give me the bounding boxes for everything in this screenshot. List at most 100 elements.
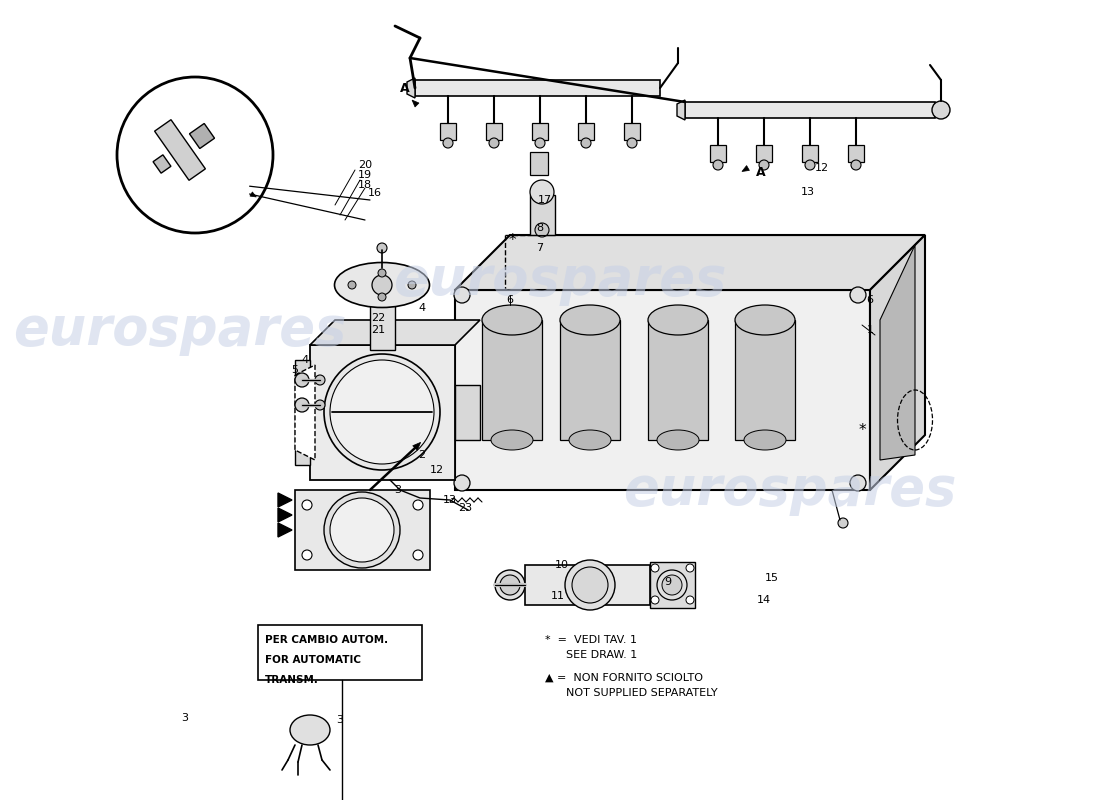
Text: TRANSM.: TRANSM.: [265, 675, 319, 685]
Circle shape: [454, 287, 470, 303]
Ellipse shape: [560, 305, 620, 335]
Polygon shape: [155, 120, 206, 180]
Text: 12: 12: [815, 163, 829, 173]
Text: 6: 6: [867, 295, 873, 305]
Text: 4: 4: [301, 355, 309, 365]
Circle shape: [851, 160, 861, 170]
Ellipse shape: [290, 715, 330, 745]
Circle shape: [535, 223, 549, 237]
Text: ▲ =  NON FORNITO SCIOLTO: ▲ = NON FORNITO SCIOLTO: [544, 673, 703, 683]
Text: 9: 9: [664, 577, 672, 587]
Polygon shape: [486, 123, 502, 140]
Circle shape: [651, 564, 659, 572]
Circle shape: [686, 596, 694, 604]
Polygon shape: [278, 523, 292, 537]
Polygon shape: [756, 145, 772, 162]
Circle shape: [324, 492, 400, 568]
Ellipse shape: [334, 262, 429, 307]
Text: 2: 2: [418, 450, 426, 460]
Circle shape: [530, 180, 554, 204]
Polygon shape: [676, 100, 685, 120]
Circle shape: [302, 500, 312, 510]
Polygon shape: [578, 123, 594, 140]
Text: 3: 3: [182, 713, 188, 723]
Circle shape: [627, 138, 637, 148]
Text: SEE DRAW. 1: SEE DRAW. 1: [544, 650, 637, 660]
Text: 1: 1: [867, 325, 873, 335]
Text: *: *: [858, 422, 866, 438]
Circle shape: [759, 160, 769, 170]
Circle shape: [315, 375, 324, 385]
Text: 13: 13: [801, 187, 815, 197]
Circle shape: [850, 475, 866, 491]
Circle shape: [378, 293, 386, 301]
Circle shape: [495, 570, 525, 600]
Text: *  =  VEDI TAV. 1: * = VEDI TAV. 1: [544, 635, 637, 645]
Polygon shape: [648, 320, 708, 440]
Polygon shape: [685, 102, 935, 118]
Polygon shape: [455, 385, 480, 440]
Text: 20: 20: [358, 160, 372, 170]
Circle shape: [662, 575, 682, 595]
Circle shape: [535, 138, 544, 148]
Polygon shape: [412, 442, 420, 450]
Text: eurospares: eurospares: [394, 254, 727, 306]
Text: eurospares: eurospares: [13, 304, 346, 356]
Text: 22: 22: [371, 313, 385, 323]
Circle shape: [850, 287, 866, 303]
Circle shape: [565, 560, 615, 610]
Circle shape: [377, 243, 387, 253]
Polygon shape: [455, 235, 925, 290]
Text: 23: 23: [458, 503, 472, 513]
Text: FOR AUTOMATIC: FOR AUTOMATIC: [265, 655, 361, 665]
Polygon shape: [880, 245, 915, 460]
Circle shape: [408, 281, 416, 289]
Polygon shape: [741, 166, 749, 171]
Polygon shape: [650, 562, 695, 608]
Polygon shape: [189, 123, 214, 149]
Text: 15: 15: [764, 573, 779, 583]
Ellipse shape: [744, 430, 786, 450]
Polygon shape: [278, 493, 292, 507]
Circle shape: [302, 550, 312, 560]
Ellipse shape: [491, 430, 534, 450]
Circle shape: [572, 567, 608, 603]
Polygon shape: [278, 508, 292, 522]
Circle shape: [315, 400, 324, 410]
Circle shape: [330, 498, 394, 562]
Circle shape: [117, 77, 273, 233]
Polygon shape: [415, 80, 660, 96]
Circle shape: [932, 101, 950, 119]
Ellipse shape: [569, 430, 611, 450]
Polygon shape: [710, 145, 726, 162]
Polygon shape: [848, 145, 864, 162]
Text: 19: 19: [358, 170, 372, 180]
Ellipse shape: [648, 305, 708, 335]
Circle shape: [581, 138, 591, 148]
Polygon shape: [525, 565, 650, 605]
Text: 7: 7: [537, 243, 543, 253]
Text: *: *: [508, 233, 516, 247]
Polygon shape: [482, 320, 542, 440]
Text: eurospares: eurospares: [624, 464, 957, 516]
Circle shape: [295, 398, 309, 412]
Circle shape: [330, 360, 434, 464]
Polygon shape: [295, 365, 315, 460]
Bar: [258, 625, 422, 680]
Polygon shape: [370, 295, 395, 350]
Ellipse shape: [735, 305, 795, 335]
Polygon shape: [735, 320, 795, 440]
Circle shape: [295, 373, 309, 387]
Circle shape: [805, 160, 815, 170]
Text: 16: 16: [368, 188, 382, 198]
Polygon shape: [310, 345, 455, 480]
Polygon shape: [624, 123, 640, 140]
Text: 11: 11: [551, 591, 565, 601]
Polygon shape: [295, 490, 430, 570]
Circle shape: [651, 596, 659, 604]
Circle shape: [838, 518, 848, 528]
Text: 12: 12: [430, 465, 444, 475]
Text: 8: 8: [537, 223, 543, 233]
Polygon shape: [802, 145, 818, 162]
Text: A: A: [400, 82, 410, 94]
